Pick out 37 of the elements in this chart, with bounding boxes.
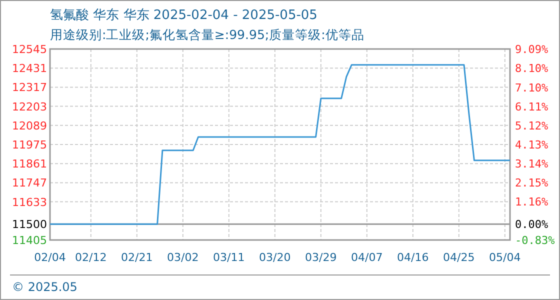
y2-tick-label: 1.16%: [515, 196, 548, 209]
x-tick-label: 04/16: [397, 251, 429, 264]
y2-tick-label: 4.13%: [515, 138, 548, 152]
y-tick-label: 11405: [12, 234, 47, 247]
x-tick-label: 03/20: [259, 251, 291, 264]
y2-tick-label: -0.83%: [515, 234, 556, 247]
x-tick-label: 02/04: [34, 251, 66, 264]
y2-tick-label: 7.10%: [515, 81, 548, 94]
y2-tick-label: 3.14%: [515, 158, 548, 171]
y2-tick-label: 0.00%: [515, 218, 548, 232]
text: © 2025.05: [12, 280, 78, 294]
chart-title: 氢氟酸 华东 华东 2025-02-04 - 2025-05-05: [50, 8, 318, 23]
x-tick-label: 05/04: [489, 251, 521, 264]
y-tick-label: 12089: [12, 119, 47, 132]
x-tick-label: 03/11: [213, 251, 245, 264]
x-tick-label: 03/02: [167, 251, 199, 264]
y2-tick-label: 9.09%: [515, 43, 548, 56]
y2-tick-label: 2.15%: [515, 176, 548, 190]
x-tick-label: 02/21: [121, 251, 153, 264]
y-tick-label: 11747: [12, 176, 47, 190]
y-tick-label: 11500: [12, 218, 47, 232]
y2-tick-label: 6.11%: [515, 100, 548, 114]
y-tick-label: 12203: [12, 100, 47, 114]
y-tick-label: 12431: [12, 62, 47, 76]
y-tick-label: 11861: [12, 158, 47, 171]
y-tick-label: 12545: [12, 43, 47, 56]
y-tick-label: 11975: [12, 138, 47, 152]
x-tick-label: 02/12: [75, 251, 107, 264]
x-tick-label: 04/07: [351, 251, 383, 264]
x-tick-label: 04/25: [443, 251, 475, 264]
y2-tick-label: 5.12%: [515, 119, 548, 132]
y-tick-label: 11633: [12, 196, 47, 209]
x-tick-label: 03/29: [305, 251, 337, 264]
chart-subtitle: 用途级别:工业级;氟化氢含量≥:99.95;质量等级:优等品: [50, 27, 364, 42]
y-tick-label: 12317: [12, 81, 47, 94]
line-series: [49, 64, 511, 225]
y2-tick-label: 8.10%: [515, 62, 548, 76]
